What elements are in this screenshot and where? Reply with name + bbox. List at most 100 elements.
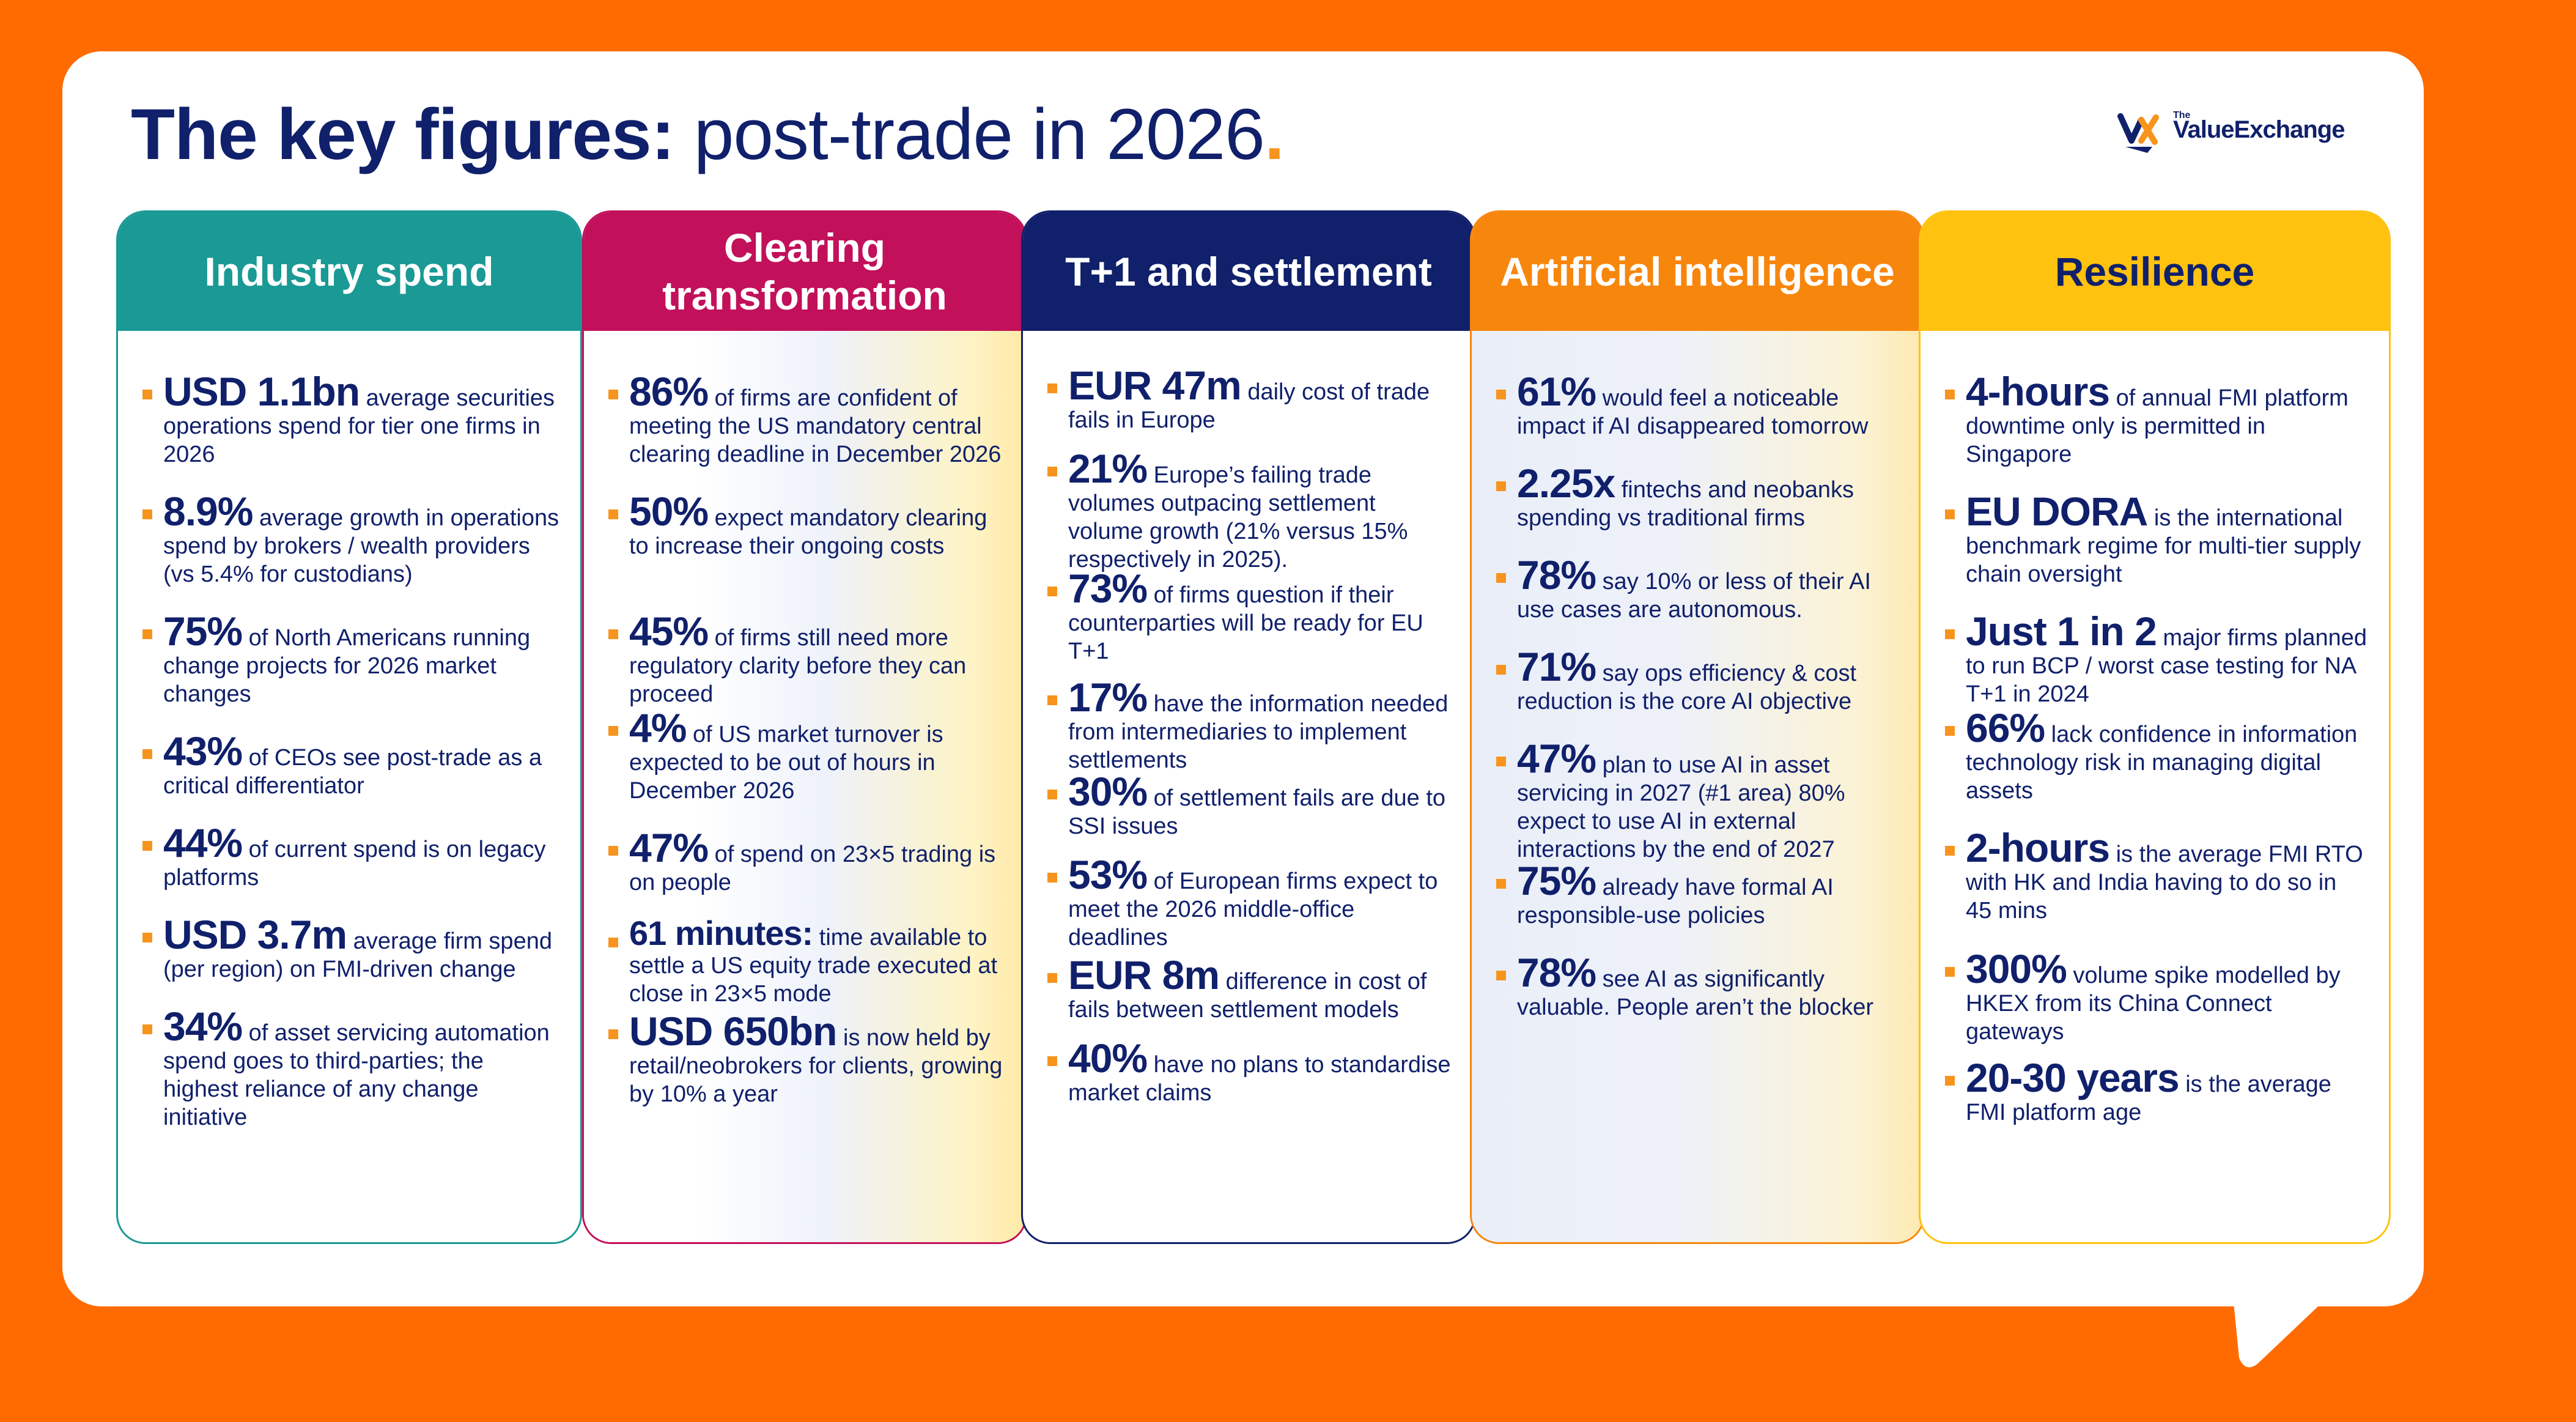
stat-value: 2.25x (1517, 461, 1615, 506)
bullet-square-icon (1945, 390, 1955, 399)
stat-text: 75% already have formal AI responsible-u… (1517, 861, 1902, 930)
bullet-square-icon (142, 1024, 152, 1034)
stat-text: 2-hours is the average FMI RTO with HK a… (1966, 828, 2368, 925)
stat-value: 75% (163, 609, 243, 654)
column-header: Industry spend (118, 212, 580, 331)
column-title: T+1 and settlement (1065, 249, 1432, 294)
stat-description: Europe’s failing trade volumes outpacing… (1068, 462, 1408, 572)
stat-description: time available to settle a US equity tra… (629, 925, 998, 1007)
stat-text: 61% would feel a noticeable impact if AI… (1517, 371, 1902, 440)
column-resilience: Resilience 4-hours of annual FMI platfor… (1919, 210, 2391, 1244)
stat-description: daily cost of trade fails in Europe (1068, 379, 1430, 433)
stat-text: 71% say ops efficiency & cost reduction … (1517, 646, 1902, 716)
stat-description: of current spend is on legacy platforms (163, 837, 546, 891)
stat-item: 71% say ops efficiency & cost reduction … (1472, 646, 1923, 716)
stat-text: EUR 8m difference in cost of fails betwe… (1068, 955, 1453, 1024)
stat-value: 30% (1068, 769, 1148, 814)
speech-bubble-tail (2233, 1297, 2328, 1368)
stat-value: 21% (1068, 446, 1148, 491)
stat-item: 86% of firms are confident of meeting th… (584, 371, 1025, 468)
stat-item: 47% of spend on 23×5 trading is on peopl… (584, 828, 1025, 897)
stat-description: of US market turnover is expected to be … (629, 722, 943, 804)
stat-description: of CEOs see post-trade as a critical dif… (163, 745, 542, 799)
stat-item: 75% already have formal AI responsible-u… (1472, 861, 1923, 930)
stat-text: EUR 47m daily cost of trade fails in Eur… (1068, 365, 1453, 434)
bullet-square-icon (1496, 757, 1506, 766)
column-body: 61% would feel a noticeable impact if AI… (1472, 331, 1923, 1242)
bullet-square-icon (1945, 629, 1955, 639)
stat-description: would feel a noticeable impact if AI dis… (1517, 385, 1869, 439)
stat-description: lack confidence in information technolog… (1966, 722, 2358, 804)
stat-text: 40% have no plans to standardise market … (1068, 1038, 1453, 1107)
column-header: Resilience (1921, 212, 2389, 331)
bullet-square-icon (1945, 967, 1955, 977)
stat-item: USD 650bn is now held by retail/neobroke… (584, 1011, 1025, 1108)
column-header: Clearing transformation (584, 212, 1025, 331)
stat-text: 45% of firms still need more regulatory … (629, 611, 1005, 708)
bullet-square-icon (1496, 481, 1506, 491)
stat-item: 73% of firms question if their counterpa… (1023, 568, 1474, 665)
bullet-square-icon (1047, 695, 1057, 705)
stat-value: EUR 47m (1068, 363, 1242, 408)
stat-value: Just 1 in 2 (1966, 609, 2157, 654)
bullet-square-icon (1047, 383, 1057, 393)
stat-text: 50% expect mandatory clearing to increas… (629, 491, 1005, 560)
stat-description: of annual FMI platform downtime only is … (1966, 385, 2349, 467)
stat-value: USD 3.7m (163, 912, 347, 957)
stat-item: 300% volume spike modelled by HKEX from … (1921, 949, 2389, 1046)
stat-text: 34% of asset servicing automation spend … (163, 1006, 559, 1131)
bullet-square-icon (142, 933, 152, 942)
stat-value: 73% (1068, 566, 1148, 611)
stat-text: 2.25x fintechs and neobanks spending vs … (1517, 463, 1902, 532)
stat-value: 44% (163, 820, 243, 865)
stat-value: 75% (1517, 858, 1596, 903)
stat-value: 78% (1517, 950, 1596, 995)
stat-item: 66% lack confidence in information techn… (1921, 708, 2389, 805)
stat-description: of spend on 23×5 trading is on people (629, 842, 996, 895)
stat-text: EU DORA is the international benchmark r… (1966, 491, 2368, 588)
stat-text: 61 minutes: time available to settle a U… (629, 916, 1005, 1008)
stat-description: of asset servicing automation spend goes… (163, 1020, 550, 1130)
bullet-square-icon (1945, 726, 1955, 736)
stat-item: EUR 47m daily cost of trade fails in Eur… (1023, 365, 1474, 434)
bullet-square-icon (1047, 873, 1057, 883)
stat-text: 73% of firms question if their counterpa… (1068, 568, 1453, 665)
stat-item: 4% of US market turnover is expected to … (584, 708, 1025, 805)
bullet-square-icon (1496, 390, 1506, 399)
column-title: Industry spend (204, 249, 494, 294)
bullet-square-icon (1496, 665, 1506, 675)
stat-description: of firms question if their counterpartie… (1068, 582, 1423, 664)
bullet-square-icon (1047, 790, 1057, 799)
stat-value: 4-hours (1966, 369, 2110, 414)
stat-text: 53% of European firms expect to meet the… (1068, 854, 1453, 952)
page-title: The key figures: post-trade in 2026. (131, 93, 1285, 185)
stat-value: 8.9% (163, 489, 253, 534)
stat-item: 40% have no plans to standardise market … (1023, 1038, 1474, 1107)
column-t1-settlement: T+1 and settlement EUR 47m daily cost of… (1021, 210, 1476, 1244)
stat-value: 53% (1068, 852, 1148, 897)
stat-description: difference in cost of fails between sett… (1068, 969, 1427, 1023)
stat-item: 53% of European firms expect to meet the… (1023, 854, 1474, 952)
stat-description: of settlement fails are due to SSI issue… (1068, 785, 1446, 839)
stat-description: plan to use AI in asset servicing in 202… (1517, 752, 1845, 862)
bullet-square-icon (608, 846, 618, 856)
stat-item: 34% of asset servicing automation spend … (118, 1006, 580, 1131)
stat-value: 61 minutes: (629, 914, 813, 952)
stat-description: of firms are confident of meeting the US… (629, 385, 1002, 467)
stat-description: fintechs and neobanks spending vs tradit… (1517, 477, 1854, 531)
title-bold: The key figures: (131, 94, 675, 175)
stat-text: USD 3.7m average firm spend (per region)… (163, 914, 559, 983)
column-clearing-transformation: Clearing transformation 86% of firms are… (582, 210, 1027, 1244)
stat-text: 86% of firms are confident of meeting th… (629, 371, 1005, 468)
stat-value: 2-hours (1966, 825, 2110, 870)
stat-description: average firm spend (per region) on FMI-d… (163, 928, 552, 982)
stat-value: 78% (1517, 552, 1596, 598)
stat-item: USD 3.7m average firm spend (per region)… (118, 914, 580, 983)
stat-value: 86% (629, 369, 709, 414)
stat-description: say ops efficiency & cost reduction is t… (1517, 661, 1857, 714)
column-body: 4-hours of annual FMI platform downtime … (1921, 331, 2389, 1242)
stat-description: is the average FMI RTO with HK and India… (1966, 842, 2363, 924)
bullet-square-icon (608, 1029, 618, 1039)
stat-item: Just 1 in 2 major firms planned to run B… (1921, 611, 2389, 708)
bullet-square-icon (608, 629, 618, 639)
